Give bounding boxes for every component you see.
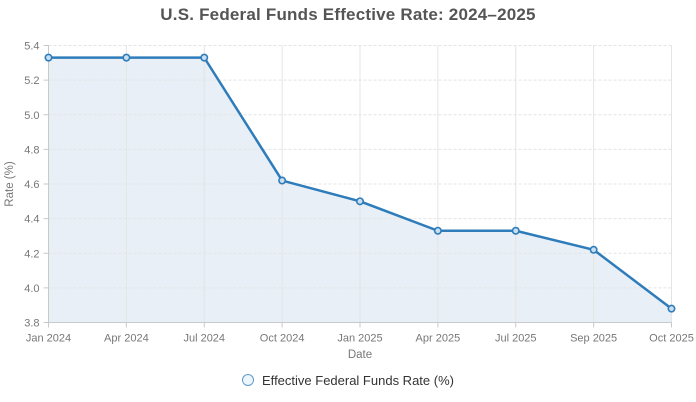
legend-label: Effective Federal Funds Rate (%) [262,372,454,388]
data-point-marker[interactable] [200,53,209,62]
data-point-marker[interactable] [44,53,53,62]
data-point-marker[interactable] [433,226,442,235]
x-tick-label: Sep 2025 [570,333,617,345]
x-tick-label: Apr 2024 [104,333,149,345]
y-tick-label: 4.6 [24,179,39,191]
y-tick-label: 3.8 [24,318,39,330]
y-tick-label: 5.4 [24,41,39,53]
legend-circle-icon [242,374,255,386]
y-tick-label: 4.0 [24,283,39,295]
y-tick-label: 4.8 [24,144,39,156]
data-point-marker[interactable] [355,197,364,206]
data-point-marker[interactable] [122,53,131,62]
x-tick-label: Jan 2025 [337,333,382,345]
y-tick-label: 4.2 [24,248,39,260]
chart-title: U.S. Federal Funds Effective Rate: 2024–… [160,5,536,24]
x-tick-label: Apr 2025 [416,333,461,345]
y-tick-label: 4.4 [24,214,39,226]
data-point-marker[interactable] [278,176,287,185]
data-point-marker[interactable] [511,226,520,235]
x-tick-label: Jul 2025 [495,333,537,345]
x-tick-label: Jan 2024 [26,333,71,345]
x-tick-label: Jul 2024 [183,333,225,345]
x-axis-title: Date [347,349,373,361]
y-axis-title-text: Rate (%) [4,161,16,207]
data-point-marker[interactable] [589,245,598,254]
x-tick-label: Oct 2025 [649,333,694,345]
data-point-marker[interactable] [667,304,676,313]
y-tick-label: 5.2 [24,75,39,87]
legend-item-effective-federal-funds-rate[interactable]: Effective Federal Funds Rate (%) [0,370,696,390]
x-tick-label: Oct 2024 [260,333,305,345]
y-tick-label: 5.0 [24,110,39,122]
